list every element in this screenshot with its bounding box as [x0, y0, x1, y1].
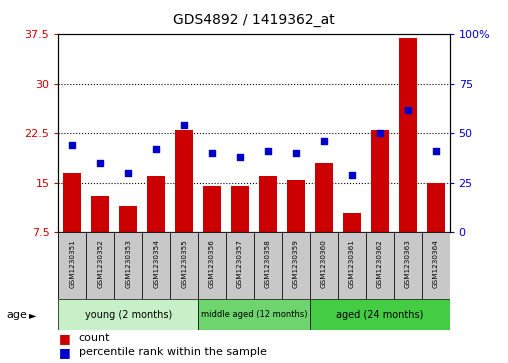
Bar [287, 180, 305, 232]
Bar [114, 232, 142, 299]
Bar [282, 232, 310, 299]
Point [347, 172, 356, 178]
Point [96, 160, 104, 166]
Text: ►: ► [29, 310, 37, 320]
Bar [91, 196, 109, 232]
Text: GSM1230351: GSM1230351 [70, 239, 75, 288]
Text: GSM1230364: GSM1230364 [433, 239, 438, 288]
Bar [343, 212, 361, 232]
Text: GSM1230357: GSM1230357 [237, 239, 243, 288]
Bar [64, 173, 81, 232]
Text: aged (24 months): aged (24 months) [336, 310, 423, 320]
Bar [119, 206, 137, 232]
Bar [203, 186, 221, 232]
Text: GSM1230356: GSM1230356 [209, 239, 215, 288]
Bar [422, 232, 450, 299]
Bar [427, 183, 444, 232]
Text: young (2 months): young (2 months) [85, 310, 172, 320]
Text: age: age [6, 310, 27, 320]
Point [208, 150, 216, 156]
Bar [170, 232, 198, 299]
Text: GDS4892 / 1419362_at: GDS4892 / 1419362_at [173, 13, 335, 27]
Bar [310, 299, 450, 330]
Text: GSM1230360: GSM1230360 [321, 239, 327, 288]
Point [68, 142, 76, 148]
Text: count: count [79, 333, 110, 343]
Bar [175, 130, 193, 232]
Point [375, 131, 384, 136]
Bar [371, 130, 389, 232]
Text: ■: ■ [58, 332, 70, 345]
Point [124, 170, 132, 176]
Bar [254, 232, 282, 299]
Text: GSM1230362: GSM1230362 [377, 239, 383, 288]
Bar [58, 299, 198, 330]
Point [264, 148, 272, 154]
Point [320, 138, 328, 144]
Bar [394, 232, 422, 299]
Bar [399, 38, 417, 232]
Point [403, 107, 411, 113]
Text: GSM1230359: GSM1230359 [293, 239, 299, 288]
Text: middle aged (12 months): middle aged (12 months) [201, 310, 307, 319]
Bar [86, 232, 114, 299]
Bar [147, 176, 165, 232]
Text: ■: ■ [58, 346, 70, 359]
Bar [231, 186, 249, 232]
Text: GSM1230363: GSM1230363 [405, 239, 410, 288]
Bar [142, 232, 170, 299]
Text: GSM1230353: GSM1230353 [125, 239, 131, 288]
Text: GSM1230352: GSM1230352 [98, 239, 103, 288]
Bar [338, 232, 366, 299]
Text: GSM1230361: GSM1230361 [349, 239, 355, 288]
Bar [58, 232, 86, 299]
Bar [259, 176, 277, 232]
Point [236, 154, 244, 160]
Text: GSM1230355: GSM1230355 [181, 239, 187, 288]
Bar [226, 232, 254, 299]
Point [431, 148, 439, 154]
Text: GSM1230358: GSM1230358 [265, 239, 271, 288]
Bar [315, 163, 333, 232]
Text: GSM1230354: GSM1230354 [153, 239, 159, 288]
Point [292, 150, 300, 156]
Bar [366, 232, 394, 299]
Text: percentile rank within the sample: percentile rank within the sample [79, 347, 267, 357]
Point [152, 146, 160, 152]
Bar [198, 232, 226, 299]
Point [180, 123, 188, 129]
Bar [198, 299, 310, 330]
Bar [310, 232, 338, 299]
